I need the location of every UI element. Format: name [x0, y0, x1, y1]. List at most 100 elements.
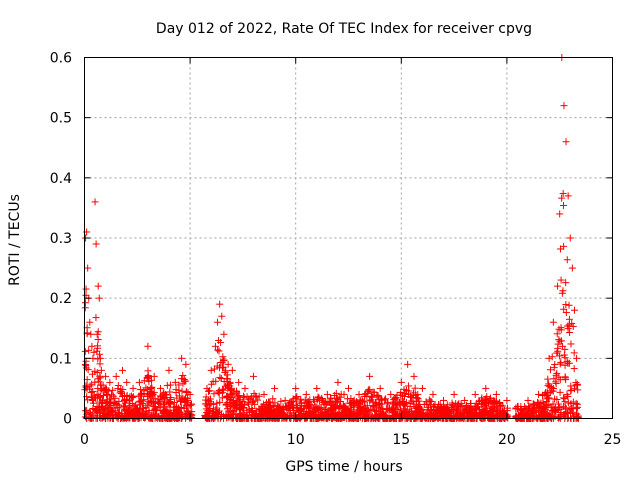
data-point — [530, 407, 538, 415]
data-point — [248, 408, 256, 416]
data-point — [391, 394, 399, 402]
data-point — [94, 355, 102, 363]
data-point — [417, 407, 425, 415]
data-point — [281, 402, 289, 410]
data-point — [205, 387, 213, 395]
data-point — [164, 408, 172, 416]
data-point — [245, 400, 253, 408]
data-point — [88, 380, 96, 388]
y-axis-label: ROTI / TECUs — [7, 194, 23, 286]
data-point — [376, 384, 384, 392]
data-point — [136, 386, 144, 394]
data-point — [223, 371, 231, 379]
data-point — [363, 392, 371, 400]
data-point — [135, 392, 143, 400]
data-point — [142, 410, 150, 418]
data-point — [564, 192, 572, 200]
data-point — [240, 401, 248, 409]
data-point — [304, 398, 312, 406]
data-point — [472, 410, 480, 418]
data-point — [91, 394, 99, 402]
data-point — [401, 402, 409, 410]
data-point — [94, 342, 102, 350]
data-point — [511, 413, 519, 421]
data-point — [357, 403, 365, 411]
data-point — [396, 413, 404, 421]
data-point — [114, 382, 122, 390]
data-point — [392, 412, 400, 420]
data-point — [387, 390, 395, 398]
data-point — [165, 366, 173, 374]
data-point — [175, 381, 183, 389]
x-axis-label: GPS time / hours — [285, 459, 402, 475]
data-point — [219, 357, 227, 365]
data-point — [557, 276, 565, 284]
data-point — [572, 379, 580, 387]
data-point — [568, 319, 576, 327]
data-point — [566, 234, 574, 242]
data-point — [275, 407, 283, 415]
data-point — [429, 390, 437, 398]
data-point — [249, 372, 257, 380]
data-point — [335, 414, 343, 422]
data-point — [313, 384, 321, 392]
data-point — [283, 406, 291, 414]
data-point — [404, 390, 412, 398]
data-point — [231, 399, 239, 407]
data-point — [210, 390, 218, 398]
data-point — [369, 401, 377, 409]
data-point — [311, 398, 319, 406]
data-point — [421, 413, 429, 421]
data-point — [215, 388, 223, 396]
data-point — [563, 256, 571, 264]
data-point — [426, 410, 434, 418]
data-point — [428, 406, 436, 414]
data-point — [167, 394, 175, 402]
data-point — [113, 413, 121, 421]
data-point — [81, 347, 89, 355]
data-point — [94, 328, 102, 336]
data-point — [297, 395, 305, 403]
y-tick-labels: 0 0.1 0.2 0.3 0.4 0.5 0.6 — [50, 51, 72, 428]
data-point — [220, 386, 228, 394]
data-point — [214, 346, 222, 354]
data-point — [563, 390, 571, 398]
data-point — [545, 354, 553, 362]
chart-title: Day 012 of 2022, Rate Of TEC Index for r… — [156, 21, 532, 37]
data-point — [220, 356, 228, 364]
data-point — [535, 399, 543, 407]
data-point — [553, 369, 561, 377]
data-point — [554, 282, 562, 290]
data-point — [96, 350, 104, 358]
data-point — [184, 407, 192, 415]
data-point — [334, 396, 342, 404]
data-point — [123, 378, 131, 386]
data-point — [285, 400, 293, 408]
data-point — [100, 413, 108, 421]
data-point — [413, 394, 421, 402]
data-point — [561, 361, 569, 369]
data-point — [374, 392, 382, 400]
data-point — [565, 301, 573, 309]
data-point — [220, 330, 228, 338]
data-point — [264, 404, 272, 412]
data-point — [497, 414, 505, 422]
data-point — [95, 378, 103, 386]
data-point — [492, 412, 500, 420]
data-point — [85, 346, 93, 354]
data-point — [556, 210, 564, 218]
data-point — [566, 329, 574, 337]
data-point — [550, 375, 558, 383]
data-point — [330, 400, 338, 408]
data-point — [269, 395, 277, 403]
data-point — [277, 397, 285, 405]
data-point — [546, 366, 554, 374]
data-point — [361, 407, 369, 415]
data-point — [366, 386, 374, 394]
data-point — [269, 409, 277, 417]
data-point — [177, 396, 185, 404]
data-point — [241, 384, 249, 392]
x-tick-labels: 0 5 10 15 20 25 — [80, 432, 621, 448]
data-point — [171, 378, 179, 386]
data-point — [292, 384, 300, 392]
